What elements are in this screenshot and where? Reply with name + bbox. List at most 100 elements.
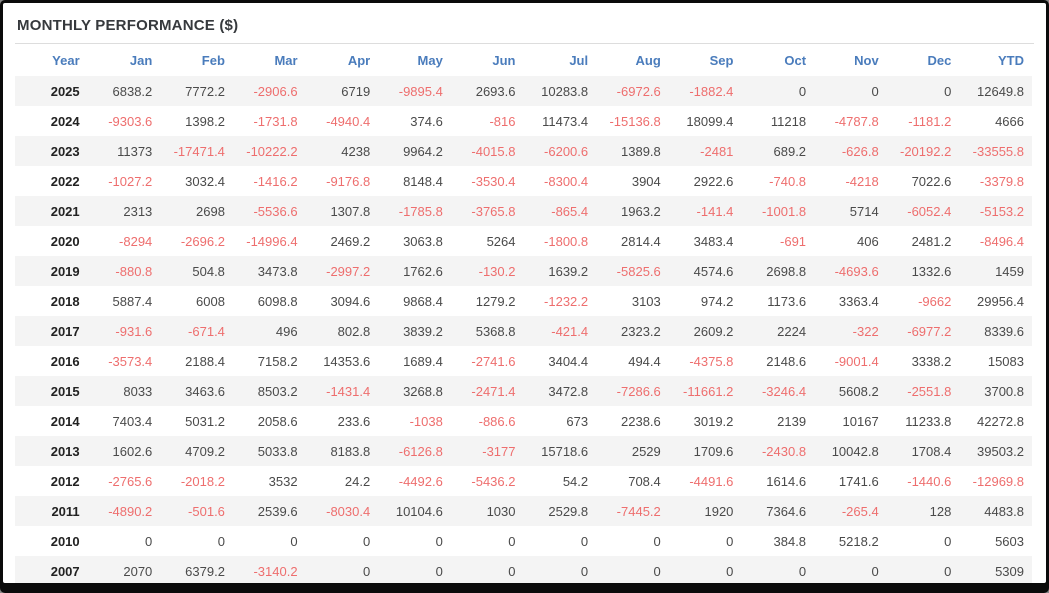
title-divider — [15, 43, 1034, 44]
value-cell-dec: -6052.4 — [907, 204, 952, 219]
value-cell-mar: 3532 — [268, 474, 298, 489]
value-cell-sep: 2609.2 — [693, 324, 734, 339]
value-cell-nov: 5608.2 — [838, 384, 879, 399]
value-cell-jul: -421.4 — [551, 324, 589, 339]
value-cell-aug: 0 — [653, 534, 661, 549]
value-cell-jun: -3765.8 — [471, 204, 516, 219]
value-cell-may: 0 — [435, 564, 443, 579]
value-cell-sep: -1882.4 — [689, 84, 734, 99]
value-cell-apr: 14353.6 — [323, 354, 371, 369]
value-cell-apr: 1307.8 — [330, 204, 371, 219]
value-cell-feb: 6008 — [196, 294, 225, 309]
value-cell-aug: 2323.2 — [621, 324, 661, 339]
value-cell-feb: -2696.2 — [180, 234, 225, 249]
value-cell-jun: -886.6 — [478, 414, 516, 429]
value-cell-dec: -6977.2 — [907, 324, 952, 339]
column-header-mar: Mar — [274, 53, 298, 68]
value-cell-nov: -626.8 — [841, 144, 879, 159]
value-cell-jan: 11373 — [117, 144, 153, 159]
value-cell-oct: -740.8 — [769, 174, 807, 189]
value-cell-ytd: -12969.8 — [972, 474, 1024, 489]
value-cell-may: 8148.4 — [403, 174, 443, 189]
table-row-2018: 2018 5887.4 6008 6098.8 3094.6 9868.4 1279.2 -1… — [15, 286, 1032, 316]
value-cell-jun: 5368.8 — [475, 324, 516, 339]
value-cell-ytd: 12649.8 — [977, 84, 1024, 99]
value-cell-mar: 2539.6 — [257, 504, 298, 519]
value-cell-mar: -1731.8 — [253, 114, 298, 129]
value-cell-jul: 673 — [566, 414, 589, 429]
value-cell-aug: -7286.6 — [616, 384, 661, 399]
table-row-2016: 2016 -3573.4 2188.4 7158.2 14353.6 1689.4 -274… — [15, 346, 1032, 376]
value-cell-may: 9964.2 — [403, 144, 443, 159]
value-cell-jul: -6200.6 — [544, 144, 589, 159]
value-cell-nov: 3363.4 — [838, 294, 879, 309]
value-cell-sep: 974.2 — [700, 294, 734, 309]
column-header-jan: Jan — [129, 53, 153, 68]
value-cell-may: -9895.4 — [398, 84, 443, 99]
value-cell-sep: -11661.2 — [683, 384, 734, 399]
column-header-jul: Jul — [569, 53, 589, 68]
value-cell-ytd: 4666 — [995, 114, 1024, 129]
value-cell-nov: 0 — [871, 84, 879, 99]
value-cell-oct: 2698.8 — [766, 264, 807, 279]
value-cell-dec: 1708.4 — [911, 444, 952, 459]
value-cell-sep: 1709.6 — [693, 444, 734, 459]
value-cell-aug: -7445.2 — [616, 504, 661, 519]
value-cell-aug: 708.4 — [628, 474, 661, 489]
value-cell-ytd: 15083 — [987, 354, 1024, 369]
value-cell-apr: -9176.8 — [326, 174, 371, 189]
table-row-2019: 2019 -880.8 504.8 3473.8 -2997.2 1762.6 -130.2… — [15, 256, 1032, 286]
value-cell-dec: -2551.8 — [907, 384, 952, 399]
value-cell-ytd: -5153.2 — [979, 204, 1024, 219]
value-cell-feb: 3032.4 — [185, 174, 225, 189]
column-header-dec: Dec — [927, 53, 952, 68]
column-header-oct: Oct — [784, 53, 807, 68]
table-row-2014: 2014 7403.4 5031.2 2058.6 233.6 -1038 -886.6 67… — [15, 406, 1032, 436]
value-cell-jul: 54.2 — [562, 474, 589, 489]
value-cell-jan: 2313 — [123, 204, 153, 219]
value-cell-jan: -1027.2 — [108, 174, 153, 189]
value-cell-jun: -816 — [489, 114, 516, 129]
value-cell-may: 10104.6 — [395, 504, 443, 519]
table-row-2011: 2011 -4890.2 -501.6 2539.6 -8030.4 10104.6 103… — [15, 496, 1032, 526]
value-cell-jun: -130.2 — [478, 264, 516, 279]
value-cell-ytd: 8339.6 — [984, 324, 1024, 339]
year-cell: 2010 — [50, 534, 80, 549]
table-row-2024: 2024 -9303.6 1398.2 -1731.8 -4940.4 374.6 -816… — [15, 106, 1032, 136]
column-header-ytd: YTD — [998, 53, 1024, 68]
value-cell-mar: 8503.2 — [257, 384, 298, 399]
value-cell-sep: 3019.2 — [693, 414, 734, 429]
value-cell-sep: 18099.4 — [686, 114, 734, 129]
value-cell-mar: -3140.2 — [253, 564, 298, 579]
value-cell-jul: 15718.6 — [541, 444, 589, 459]
value-cell-mar: 6098.8 — [257, 294, 298, 309]
year-cell: 2022 — [50, 174, 80, 189]
table-body: 2025 6838.2 7772.2 -2906.6 6719 -9895.4 2693.6… — [15, 76, 1032, 583]
value-cell-jul: 10283.8 — [541, 84, 589, 99]
value-cell-apr: 8183.8 — [330, 444, 371, 459]
value-cell-may: 9868.4 — [403, 294, 443, 309]
value-cell-mar: -14996.4 — [246, 234, 298, 249]
value-cell-oct: 7364.6 — [766, 504, 807, 519]
value-cell-jun: 1030 — [486, 504, 516, 519]
value-cell-may: 0 — [435, 534, 443, 549]
value-cell-apr: 2469.2 — [330, 234, 371, 249]
value-cell-feb: 504.8 — [192, 264, 225, 279]
value-cell-ytd: -8496.4 — [979, 234, 1024, 249]
table-row-2021: 2021 2313 2698 -5536.6 1307.8 -1785.8 -3765.8 -… — [15, 196, 1032, 226]
value-cell-ytd: -33555.8 — [972, 144, 1024, 159]
value-cell-nov: 5714 — [849, 204, 879, 219]
column-header-year: Year — [52, 53, 80, 68]
value-cell-dec: 0 — [944, 84, 952, 99]
value-cell-jan: -4890.2 — [108, 504, 153, 519]
value-cell-mar: -10222.2 — [246, 144, 298, 159]
value-cell-aug: -6972.6 — [616, 84, 661, 99]
value-cell-feb: 6379.2 — [185, 564, 225, 579]
column-header-sep: Sep — [709, 53, 734, 68]
value-cell-dec: 128 — [929, 504, 952, 519]
value-cell-dec: -1440.6 — [907, 474, 952, 489]
panel-title: MONTHLY PERFORMANCE ($) — [17, 17, 239, 34]
value-cell-mar: 5033.8 — [257, 444, 298, 459]
value-cell-jan: 1602.6 — [112, 444, 153, 459]
value-cell-feb: 3463.6 — [185, 384, 225, 399]
